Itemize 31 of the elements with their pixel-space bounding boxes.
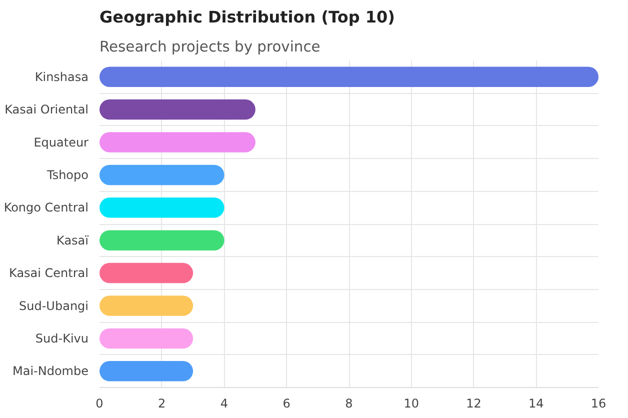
x-tick-label: 4 <box>220 396 228 410</box>
y-tick-label: Sud-Kivu <box>35 331 89 346</box>
chart-subtitle: Research projects by province <box>100 38 320 56</box>
bar <box>100 164 224 186</box>
bar <box>100 99 256 120</box>
bar <box>100 198 224 218</box>
x-tick-label: 14 <box>528 396 544 410</box>
chart-title: Geographic Distribution (Top 10) <box>100 8 395 26</box>
y-tick-label: Tshopo <box>46 168 89 182</box>
y-tick-label: Sud-Ubangi <box>19 298 89 313</box>
y-tick-label: Mai-Ndombe <box>12 364 89 378</box>
x-tick-label: 8 <box>345 396 353 410</box>
bar <box>100 66 598 87</box>
y-tick-label: Kasai Oriental <box>4 102 88 117</box>
bar <box>100 296 194 316</box>
bar <box>100 132 256 152</box>
bar <box>100 230 224 250</box>
x-tick-label: 6 <box>282 396 290 410</box>
x-tick-label: 16 <box>590 396 606 410</box>
x-tick-label: 0 <box>96 396 104 410</box>
x-tick-label: 2 <box>158 396 166 410</box>
bar <box>100 328 194 349</box>
y-tick-label: Kinshasa <box>34 70 88 84</box>
x-tick-label: 12 <box>466 396 482 410</box>
y-tick-label: Kasai Central <box>9 266 89 280</box>
bar <box>100 361 194 382</box>
y-tick-label: Kongo Central <box>4 200 88 215</box>
y-tick-label: Equateur <box>34 135 89 150</box>
y-tick-label: Kasaï <box>56 233 90 248</box>
bar <box>100 262 194 284</box>
x-tick-label: 10 <box>404 396 420 410</box>
